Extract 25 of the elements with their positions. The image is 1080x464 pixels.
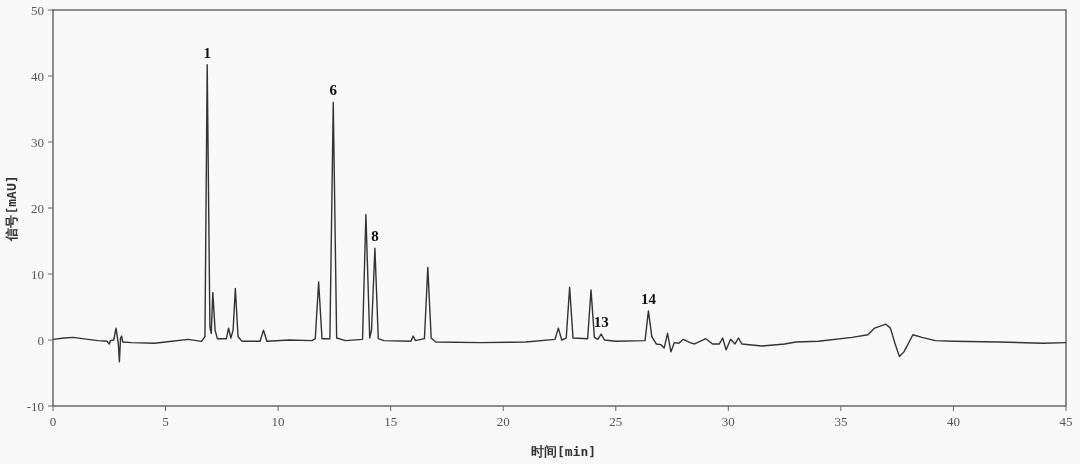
y-axis-title: 信号[mAU] [4,175,19,242]
annotation: 1 [203,44,211,61]
y-tick-label: 20 [31,200,44,216]
annotation: 13 [593,314,609,331]
y-tick-label: 0 [37,332,44,348]
x-tick-label: 15 [384,414,398,429]
x-tick-label: 40 [946,414,960,429]
annotation: 8 [371,228,379,245]
x-tick-label: 25 [609,414,623,429]
x-tick-label: 20 [496,414,510,429]
annotation: 14 [640,290,657,307]
x-tick-label: 5 [162,414,169,429]
line-series [52,64,1067,363]
x-tick-label: 35 [834,414,848,429]
y-tick-label: 40 [31,68,44,84]
x-axis-title: 时间[min] [530,444,597,459]
y-tick-label: 30 [31,134,44,150]
y-tick-label: 50 [31,2,44,18]
x-tick-label: 10 [271,414,285,429]
x-tick-label: 0 [49,414,57,429]
x-tick-label: 45 [1059,414,1073,429]
y-tick-label: -10 [26,398,44,414]
annotation: 6 [329,82,338,99]
x-tick-label: 30 [721,414,735,429]
y-tick-label: 10 [31,266,44,282]
